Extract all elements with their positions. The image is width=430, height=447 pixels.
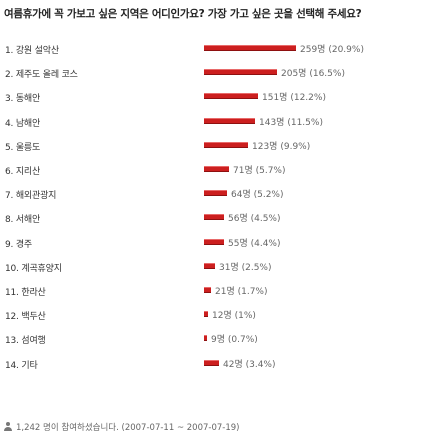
poll-result-value: 205명 (16.5%) <box>281 66 345 79</box>
poll-result-value: 31명 (2.5%) <box>219 260 272 273</box>
poll-vote-percent: (20.9%) <box>328 45 364 55</box>
poll-vote-percent: (3.4%) <box>245 359 276 370</box>
poll-item-label: 3. 동해안 <box>5 94 41 105</box>
poll-item-label: 10. 계곡휴양지 <box>5 263 62 274</box>
poll-result-bar <box>204 117 255 124</box>
poll-vote-count: 151명 <box>262 93 288 104</box>
poll-item-row: 11. 한라산 21명 (1.7%) <box>0 283 430 299</box>
participation-text: 1,242 명이 참여하셨습니다. (2007-07-11 ~ 2007-07-… <box>16 423 240 433</box>
poll-vote-count: 42명 <box>223 359 243 370</box>
poll-item-row: 3. 동해안 151명 (12.2%) <box>0 89 430 105</box>
poll-vote-count: 71명 <box>233 166 253 176</box>
poll-vote-count: 205명 <box>281 69 307 80</box>
poll-item-label: 8. 서해안 <box>5 215 41 226</box>
poll-vote-count: 143명 <box>259 117 285 128</box>
poll-item-label: 7. 해외관광지 <box>5 191 57 202</box>
poll-vote-percent: (5.2%) <box>253 190 284 201</box>
poll-vote-percent: (4.5%) <box>250 214 281 225</box>
poll-result-bar <box>204 311 208 318</box>
poll-item-row: 1. 강원 설악산 259명 (20.9%) <box>0 41 430 57</box>
poll-vote-percent: (4.4%) <box>250 238 281 249</box>
poll-item-label: 6. 지리산 <box>5 167 41 177</box>
poll-result-bar <box>204 93 258 100</box>
poll-result-bar <box>204 166 229 172</box>
poll-result-bar <box>204 69 277 76</box>
poll-result-bar <box>204 190 227 197</box>
poll-item-row: 9. 경주 55명 (4.4%) <box>0 235 430 251</box>
poll-result-bar <box>204 287 211 293</box>
poll-vote-percent: (2.5%) <box>241 262 272 273</box>
poll-vote-percent: (11.5%) <box>287 117 323 128</box>
poll-item-row: 2. 제주도 올레 코스 205명 (16.5%) <box>0 65 430 81</box>
poll-result-value: 55명 (4.4%) <box>228 236 281 249</box>
poll-item-row: 8. 서해안 56명 (4.5%) <box>0 210 430 226</box>
poll-result-value: 71명 (5.7%) <box>233 163 286 176</box>
people-icon <box>4 422 12 431</box>
poll-item-row: 5. 울릉도 123명 (9.9%) <box>0 138 430 154</box>
poll-result-value: 21명 (1.7%) <box>215 284 268 297</box>
poll-vote-percent: (16.5%) <box>309 69 345 80</box>
poll-item-row: 6. 지리산 71명 (5.7%) <box>0 162 430 178</box>
poll-vote-percent: (5.7%) <box>255 166 286 176</box>
poll-result-bar <box>204 238 224 245</box>
poll-item-row: 4. 남해안 143명 (11.5%) <box>0 114 430 130</box>
poll-item-row: 7. 해외관광지 64명 (5.2%) <box>0 186 430 202</box>
poll-result-value: 123명 (9.9%) <box>252 139 310 152</box>
poll-item-label: 1. 강원 설악산 <box>5 46 59 56</box>
poll-question: 여름휴가에 꼭 가보고 싶은 지역은 어디인가요? 가장 가고 싶은 곳을 선택… <box>4 8 362 20</box>
poll-result-value: 9명 (0.7%) <box>211 332 258 345</box>
poll-vote-percent: (9.9%) <box>280 141 311 152</box>
poll-result-value: 56명 (4.5%) <box>228 211 281 224</box>
poll-result-value: 64명 (5.2%) <box>231 187 284 200</box>
poll-vote-count: 12명 <box>212 311 232 322</box>
poll-item-row: 10. 계곡휴양지 31명 (2.5%) <box>0 259 430 275</box>
poll-vote-count: 56명 <box>228 214 248 225</box>
poll-vote-percent: (1.7%) <box>237 287 268 297</box>
poll-item-label: 4. 남해안 <box>5 118 41 129</box>
poll-result-bar <box>204 45 296 51</box>
poll-vote-count: 259명 <box>300 45 326 55</box>
poll-vote-percent: (1%) <box>234 311 256 322</box>
poll-item-label: 5. 울릉도 <box>5 142 41 153</box>
poll-item-row: 14. 기타 42명 (3.4%) <box>0 356 430 372</box>
poll-item-label: 14. 기타 <box>5 360 38 371</box>
poll-result-value: 259명 (20.9%) <box>300 42 364 55</box>
poll-item-row: 12. 백두산 12명 (1%) <box>0 307 430 323</box>
poll-vote-count: 64명 <box>231 190 251 201</box>
poll-vote-count: 9명 <box>211 335 226 346</box>
poll-vote-percent: (12.2%) <box>290 93 326 104</box>
poll-item-label: 13. 섬여행 <box>5 336 46 347</box>
poll-result-bar <box>204 359 219 366</box>
poll-vote-percent: (0.7%) <box>227 335 258 346</box>
poll-vote-count: 55명 <box>228 238 248 249</box>
poll-item-label: 9. 경주 <box>5 239 33 250</box>
poll-item-label: 12. 백두산 <box>5 312 46 323</box>
poll-item-label: 11. 한라산 <box>5 288 46 298</box>
poll-result-value: 151명 (12.2%) <box>262 90 326 103</box>
poll-vote-count: 21명 <box>215 287 235 297</box>
poll-item-row: 13. 섬여행 9명 (0.7%) <box>0 331 430 347</box>
poll-result-value: 12명 (1%) <box>212 308 256 321</box>
poll-result-value: 143명 (11.5%) <box>259 115 323 128</box>
poll-result-bar <box>204 262 215 269</box>
poll-item-label: 2. 제주도 올레 코스 <box>5 70 78 81</box>
poll-result-bar <box>204 335 207 342</box>
poll-result-bar <box>204 214 224 221</box>
poll-vote-count: 31명 <box>219 262 239 273</box>
poll-result-bar <box>204 141 248 148</box>
poll-footer: 1,242 명이 참여하셨습니다. (2007-07-11 ~ 2007-07-… <box>4 421 428 435</box>
poll-vote-count: 123명 <box>252 141 278 152</box>
poll-result-value: 42명 (3.4%) <box>223 357 276 370</box>
